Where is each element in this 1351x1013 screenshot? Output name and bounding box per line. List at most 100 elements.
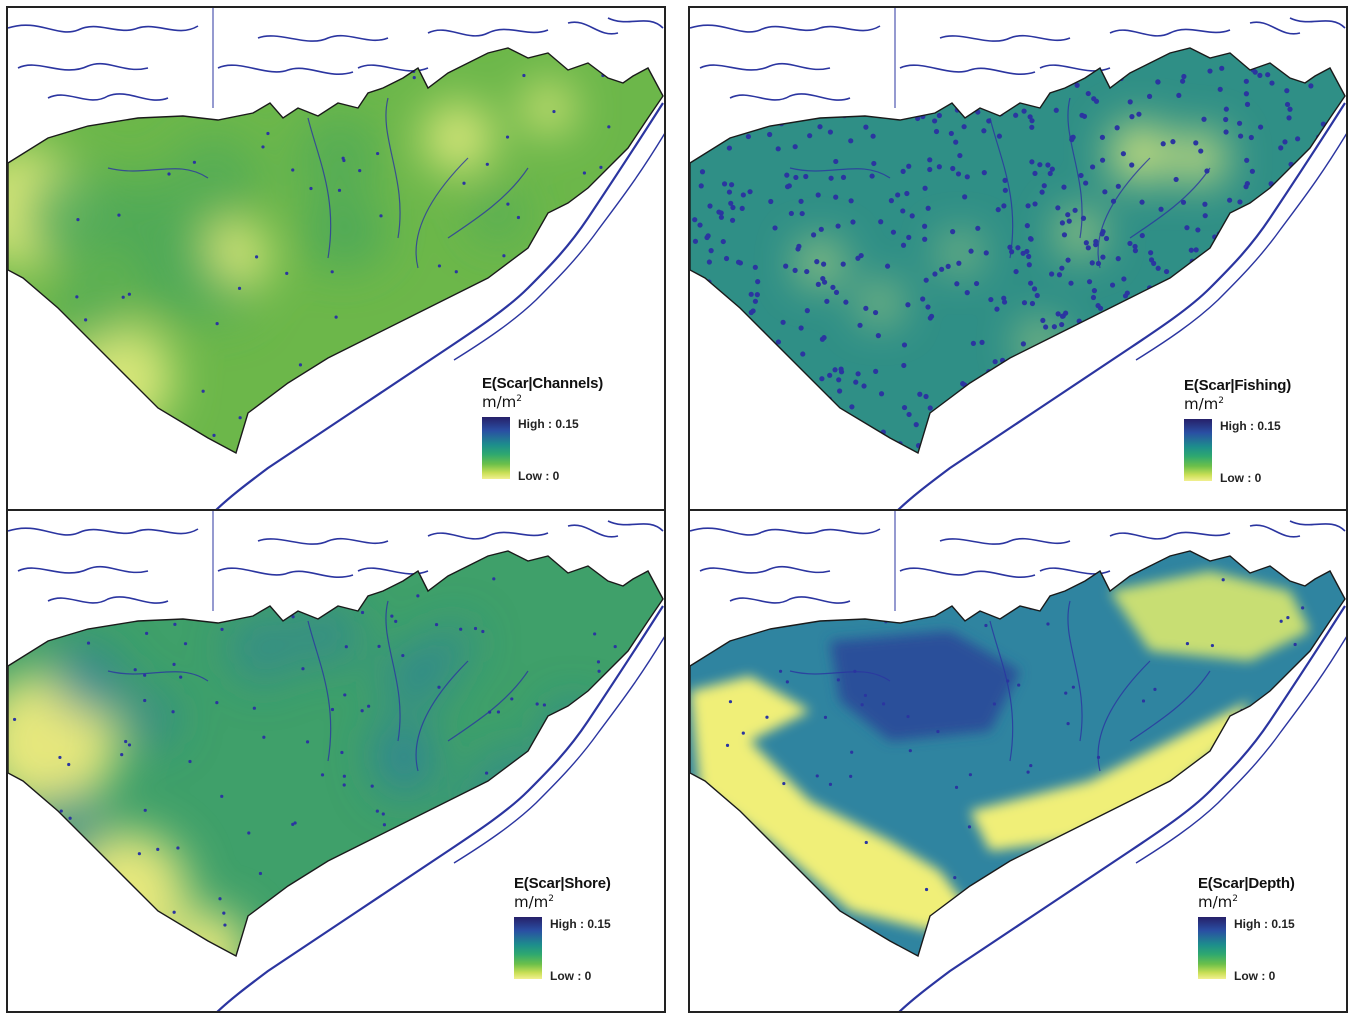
- feature-dot: [291, 168, 295, 172]
- feature-dot: [1244, 157, 1250, 163]
- feature-dot: [793, 174, 799, 181]
- feature-dot: [1026, 262, 1032, 268]
- feature-dot: [721, 181, 728, 187]
- feature-dot: [980, 81, 986, 88]
- feature-dot: [1180, 78, 1186, 84]
- feature-dot: [1210, 643, 1215, 648]
- feature-dot: [305, 740, 310, 744]
- feature-dot: [1136, 111, 1142, 117]
- island-chain-inner: [453, 636, 664, 864]
- feature-dot: [1014, 465, 1019, 470]
- feature-dot: [1175, 911, 1179, 915]
- feature-dot: [804, 268, 810, 275]
- legend-unit: m/m2: [1198, 893, 1239, 911]
- feature-dot: [1333, 810, 1337, 814]
- feature-dot: [904, 190, 910, 197]
- feature-dot: [1002, 457, 1007, 462]
- channel: [1097, 157, 1151, 269]
- feature-dot: [1095, 450, 1101, 453]
- surface-gradient: [8, 83, 573, 433]
- feature-dot: [161, 615, 165, 619]
- feature-dot: [964, 290, 970, 296]
- feature-dot: [596, 792, 600, 796]
- feature-dot: [726, 189, 733, 195]
- feature-dot: [1329, 277, 1335, 283]
- feature-dot: [717, 445, 723, 452]
- feature-dot: [956, 260, 962, 266]
- feature-dot: [201, 389, 205, 393]
- feature-dot: [848, 198, 854, 204]
- coastline-group: [690, 8, 1346, 108]
- feature-dot: [287, 390, 291, 395]
- high-value-zone: [227, 613, 299, 684]
- feature-dot: [437, 685, 441, 689]
- feature-dot: [936, 112, 942, 119]
- feature-dot: [1257, 72, 1263, 78]
- feature-dot: [1053, 107, 1059, 113]
- feature-dot: [516, 215, 521, 220]
- feature-dot: [961, 124, 967, 130]
- feature-dot: [1021, 108, 1027, 114]
- feature-dot: [1104, 928, 1108, 932]
- feature-dot: [1132, 243, 1138, 250]
- feature-dot: [1115, 183, 1121, 189]
- feature-dot: [984, 623, 988, 628]
- feature-dot: [1282, 328, 1288, 334]
- feature-dot: [238, 416, 242, 420]
- feature-dot: [1160, 141, 1166, 147]
- feature-dot: [988, 296, 994, 303]
- channel: [447, 670, 529, 742]
- feature-dot: [1260, 280, 1266, 287]
- feature-dot: [968, 248, 974, 254]
- coastline-6: [607, 17, 664, 29]
- feature-dot: [566, 729, 570, 733]
- feature-dot: [814, 259, 820, 265]
- feature-dot: [1086, 434, 1092, 440]
- feature-dot: [769, 410, 775, 416]
- feature-dot: [1086, 279, 1093, 285]
- feature-dot: [908, 749, 912, 753]
- feature-dot: [258, 871, 263, 876]
- feature-dot: [617, 853, 621, 857]
- feature-dot: [572, 713, 576, 718]
- channel: [1097, 660, 1151, 772]
- feature-dot: [855, 255, 861, 261]
- feature-dot: [254, 255, 259, 259]
- study-area-outline: [8, 47, 664, 455]
- island-chain: [897, 102, 1346, 509]
- feature-dot: [887, 459, 892, 464]
- feature-dot: [596, 660, 601, 664]
- color-ramp: High : 0.15 Low : 0: [514, 917, 664, 983]
- feature-dot: [390, 614, 394, 618]
- legend-unit: m/m2: [482, 393, 523, 411]
- feature-dot: [1168, 356, 1174, 362]
- feature-dot: [1239, 283, 1245, 290]
- feature-dot: [954, 785, 959, 789]
- feature-dot: [735, 259, 742, 265]
- legend-channels: E(Scar|Channels) m/m2 High : 0.15 Low : …: [482, 375, 662, 483]
- feature-dot: [552, 109, 556, 114]
- feature-dot: [1287, 106, 1293, 112]
- feature-dot: [780, 417, 786, 423]
- map-shore: [8, 511, 664, 1011]
- feature-dot: [879, 94, 885, 100]
- feature-dot: [1060, 372, 1067, 378]
- feature-dot: [1292, 268, 1298, 274]
- feature-dot: [1032, 201, 1038, 207]
- feature-dot: [344, 645, 348, 649]
- feature-dot: [1130, 324, 1136, 331]
- feature-dot: [342, 158, 346, 163]
- feature-dot: [1152, 379, 1158, 385]
- mid-value-zone: [122, 206, 215, 300]
- feature-dot: [252, 706, 256, 710]
- feature-dot: [1231, 339, 1237, 345]
- feature-dot: [1218, 319, 1224, 325]
- feature-dot: [510, 697, 514, 701]
- feature-dot: [1236, 120, 1243, 126]
- feature-dot: [901, 362, 907, 369]
- feature-dot: [975, 403, 982, 409]
- feature-dot: [1059, 265, 1065, 271]
- feature-dot: [707, 203, 713, 209]
- feature-dot: [111, 451, 115, 453]
- feature-dot: [1167, 437, 1174, 443]
